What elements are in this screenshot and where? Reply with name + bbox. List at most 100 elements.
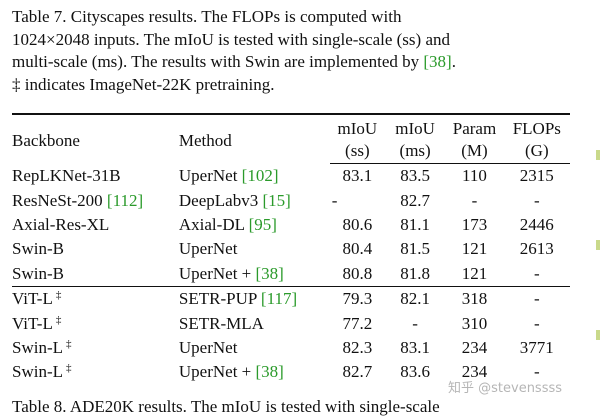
cell-backbone: ResNeSt-200 [112] xyxy=(12,188,179,212)
cell-miou-ms: 81.1 xyxy=(400,214,431,234)
dagger-mark: ‡ xyxy=(66,337,72,350)
caption-line: ‡ indicates ImageNet-22K pretraining. xyxy=(12,74,275,94)
header-flops: FLOPs xyxy=(512,118,561,138)
cell-flops: 2613 xyxy=(519,239,554,259)
cell-method: UperNet [102] xyxy=(179,164,330,189)
cell-method: Axial-DL [95] xyxy=(179,213,330,237)
table-row: RepLKNet-31B UperNet [102] 83.1 83.5 110… xyxy=(12,164,570,189)
backbone-text: ResNeSt-200 xyxy=(12,190,107,210)
table-row: Axial-Res-XL Axial-DL [95] 80.6 81.1 173… xyxy=(12,213,570,237)
header-miou-ss-unit: (ss) xyxy=(329,139,385,164)
cell-miou-ss: 80.8 xyxy=(342,263,373,283)
method-text: SETR-MLA xyxy=(178,313,264,333)
edge-mark xyxy=(596,150,600,160)
citation-link[interactable]: [38] xyxy=(423,52,452,71)
cell-miou-ms: 81.8 xyxy=(400,263,431,283)
caption-line: multi-scale (ms). The results with Swin … xyxy=(12,51,572,74)
cell-param: 318 xyxy=(445,285,504,312)
cell-flops: 2446 xyxy=(519,214,554,234)
cell-flops: - xyxy=(533,313,540,333)
cell-param: 121 xyxy=(461,263,488,283)
table-row: ViT-L ‡ SETR-PUP [117] 79.3 82.1 318 - xyxy=(12,285,570,312)
cell-miou-ss: - xyxy=(331,190,338,210)
cell-backbone: RepLKNet-31B xyxy=(12,165,121,185)
cell-method: UperNet + [38] xyxy=(179,360,330,384)
backbone-text: ViT-L xyxy=(12,289,53,309)
header-param: Param xyxy=(452,118,497,138)
method-text: DeepLabv3 xyxy=(178,190,263,210)
cell-param: 173 xyxy=(461,214,488,234)
cell-miou-ss: 83.1 xyxy=(342,166,373,186)
citation-link[interactable]: [112] xyxy=(106,190,144,210)
header-miou-ms: mIoU xyxy=(395,118,435,138)
method-text: SETR-PUP xyxy=(178,289,261,309)
method-text: UperNet xyxy=(178,337,238,357)
cell-method: SETR-PUP [117] xyxy=(178,285,330,312)
caption-line: Table 7. Cityscapes results. The FLOPs i… xyxy=(12,7,402,26)
header-param-unit: (M) xyxy=(445,139,504,164)
table-row: ViT-L ‡ SETR-MLA 77.2 - 310 - xyxy=(12,311,570,335)
cell-miou-ss: 80.6 xyxy=(342,214,373,234)
caption-text: multi-scale (ms). The results with Swin … xyxy=(12,52,424,71)
citation-link[interactable]: [117] xyxy=(260,289,298,309)
header-miou-ss: mIoU xyxy=(337,118,378,138)
cell-backbone: Swin-L ‡ xyxy=(12,336,179,360)
table-row: Swin-L ‡ UperNet 82.3 83.1 234 3771 xyxy=(12,336,570,360)
dagger-mark: ‡ xyxy=(55,289,62,302)
cell-miou-ss: 80.4 xyxy=(342,239,373,259)
header-method: Method xyxy=(178,130,232,150)
cell-miou-ms: 82.1 xyxy=(384,285,446,312)
caption-line: 1024×2048 inputs. The mIoU is tested wit… xyxy=(12,29,450,49)
cell-method: UperNet xyxy=(179,336,330,360)
cell-flops: - xyxy=(533,190,540,210)
cell-miou-ms: 83.6 xyxy=(400,362,431,382)
header-backbone: Backbone xyxy=(12,130,80,150)
cell-backbone: Swin-B xyxy=(12,239,64,259)
backbone-text: ViT-L xyxy=(12,313,53,333)
cell-flops: 2315 xyxy=(519,166,554,186)
dagger-mark: ‡ xyxy=(55,313,62,326)
backbone-text: Swin-L xyxy=(12,362,63,382)
cell-method: DeepLabv3 [15] xyxy=(179,188,330,212)
cell-param: 234 xyxy=(461,362,488,382)
citation-link[interactable]: [38] xyxy=(255,362,284,382)
table-row: Swin-L ‡ UperNet + [38] 82.7 83.6 234 - xyxy=(12,360,570,384)
cell-miou-ms: 81.5 xyxy=(400,239,431,259)
header-miou-ms-unit: (ms) xyxy=(384,139,446,164)
results-table: Backbone Method mIoU mIoU Param FLOPs (s… xyxy=(12,113,570,385)
cell-flops: - xyxy=(503,285,570,312)
method-text: Axial-DL xyxy=(178,214,249,234)
table-caption: Table 7. Cityscapes results. The FLOPs i… xyxy=(12,6,572,96)
caption-text: . xyxy=(451,52,456,71)
cell-backbone: Swin-L ‡ xyxy=(12,360,179,384)
method-text: UperNet + xyxy=(178,263,256,283)
cell-miou-ms: - xyxy=(412,313,418,333)
citation-link[interactable]: [15] xyxy=(262,190,291,210)
cell-flops: 3771 xyxy=(519,337,554,357)
cell-miou-ss: 79.3 xyxy=(329,285,385,312)
cell-backbone: ViT-L ‡ xyxy=(12,285,179,312)
watermark: 知乎 @stevenssss xyxy=(448,381,563,396)
table-row: Swin-B UperNet + [38] 80.8 81.8 121 - xyxy=(12,262,570,287)
cell-miou-ms: 83.5 xyxy=(400,166,431,186)
edge-mark xyxy=(596,240,600,250)
cell-method: UperNet + [38] xyxy=(179,262,330,287)
method-text: UperNet xyxy=(178,165,242,185)
citation-link[interactable]: [95] xyxy=(248,214,277,234)
cell-param: - xyxy=(471,190,478,210)
cell-flops: - xyxy=(533,362,540,382)
cell-param: 110 xyxy=(462,166,487,186)
cell-method: SETR-MLA xyxy=(179,311,330,335)
cell-miou-ss: 82.7 xyxy=(342,362,373,382)
header-flops-unit: (G) xyxy=(503,139,570,164)
backbone-text: Swin-L xyxy=(12,337,63,357)
citation-link[interactable]: [38] xyxy=(255,263,284,283)
cell-backbone: Swin-B xyxy=(12,263,64,283)
next-table-caption: Table 8. ADE20K results. The mIoU is tes… xyxy=(12,397,440,416)
cell-param: 234 xyxy=(461,337,488,357)
citation-link[interactable]: [102] xyxy=(241,165,279,185)
edge-mark xyxy=(596,330,600,340)
method-text: UperNet xyxy=(178,239,238,259)
cell-miou-ms: 83.1 xyxy=(400,337,431,357)
dagger-mark: ‡ xyxy=(66,362,72,375)
